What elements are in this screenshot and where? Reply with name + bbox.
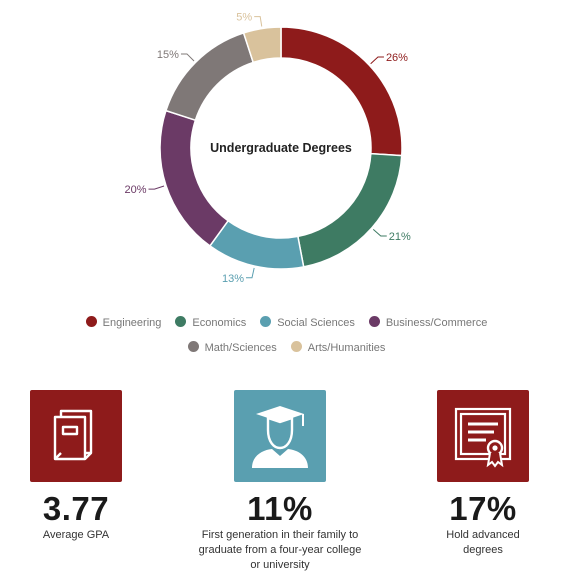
stat-label: First generation in their family to grad… (198, 529, 362, 571)
leader-line (370, 56, 384, 65)
stat-label: Hold advanced degrees (446, 529, 520, 556)
legend-row-1: Engineering Economics Social Sciences Busin… (0, 316, 573, 329)
graduate-icon-box (234, 390, 326, 482)
stat-value: 17% (449, 490, 517, 527)
books-icon-box (30, 390, 122, 482)
legend-label: Economics (192, 317, 247, 329)
legend-item: Social Sciences (260, 316, 355, 329)
graduate-icon (252, 406, 308, 468)
leader-line (148, 185, 165, 190)
stat-value: 11% (247, 490, 313, 527)
donut-chart: 26% 21% 13% 20% 15% 5% Undergraduate Degrees (124, 12, 411, 285)
stat-advanced-degrees: 17% Hold advanced degrees (388, 390, 573, 558)
legend-dot (368, 316, 380, 327)
donut-slice-engineering (280, 26, 403, 157)
legend-item: Arts/Humanities (290, 341, 386, 354)
donut-chart-svg: 26% 21% 13% 20% 15% 5% Undergraduate Degrees (124, 12, 411, 285)
legend-label: Math/Sciences (204, 342, 277, 354)
leader-line (254, 16, 263, 27)
legend-dot (290, 341, 302, 352)
donut-slice-math-sciences (164, 31, 255, 122)
donut-slice-economics (296, 152, 403, 268)
data-label: 21% (389, 231, 411, 243)
legend-dot (187, 341, 199, 352)
data-label: 5% (236, 12, 252, 24)
stat-value: 3.77 (42, 490, 110, 527)
legend-item: Business/Commerce (368, 316, 488, 329)
legend-label: Social Sciences (277, 317, 355, 329)
leader-line (245, 267, 255, 279)
legend-dot (260, 316, 272, 327)
certificate-icon-box (437, 390, 529, 482)
legend-row-2: Math/Sciences Arts/Humanities (0, 341, 573, 354)
legend-dot (85, 316, 97, 327)
legend-dot (175, 316, 187, 327)
donut-slice-arts-humanities (242, 26, 282, 64)
donut-slice-business-commerce (159, 109, 230, 247)
data-label: 20% (124, 184, 146, 196)
legend-item: Economics (175, 316, 246, 329)
leader-line (372, 228, 387, 237)
legend-item: Math/Sciences (187, 341, 277, 354)
donut-slice-social-sciences (208, 219, 305, 270)
legend-label: Arts/Humanities (307, 342, 386, 354)
leader-line (180, 53, 195, 62)
data-label: 13% (222, 273, 244, 285)
legend-item: Engineering (85, 316, 162, 329)
legend-label: Business/Commerce (385, 317, 488, 329)
stat-first-generation: 11% First generation in their family to … (185, 390, 375, 573)
stat-label: Average GPA (42, 529, 110, 541)
data-label: 15% (157, 49, 179, 61)
data-label: 26% (386, 52, 408, 64)
legend-label: Engineering (102, 317, 162, 329)
chart-title: Undergraduate Degrees (210, 141, 352, 155)
books-icon (53, 409, 93, 461)
stat-gpa: 3.77 Average GPA (0, 390, 171, 543)
certificate-icon (454, 407, 512, 468)
